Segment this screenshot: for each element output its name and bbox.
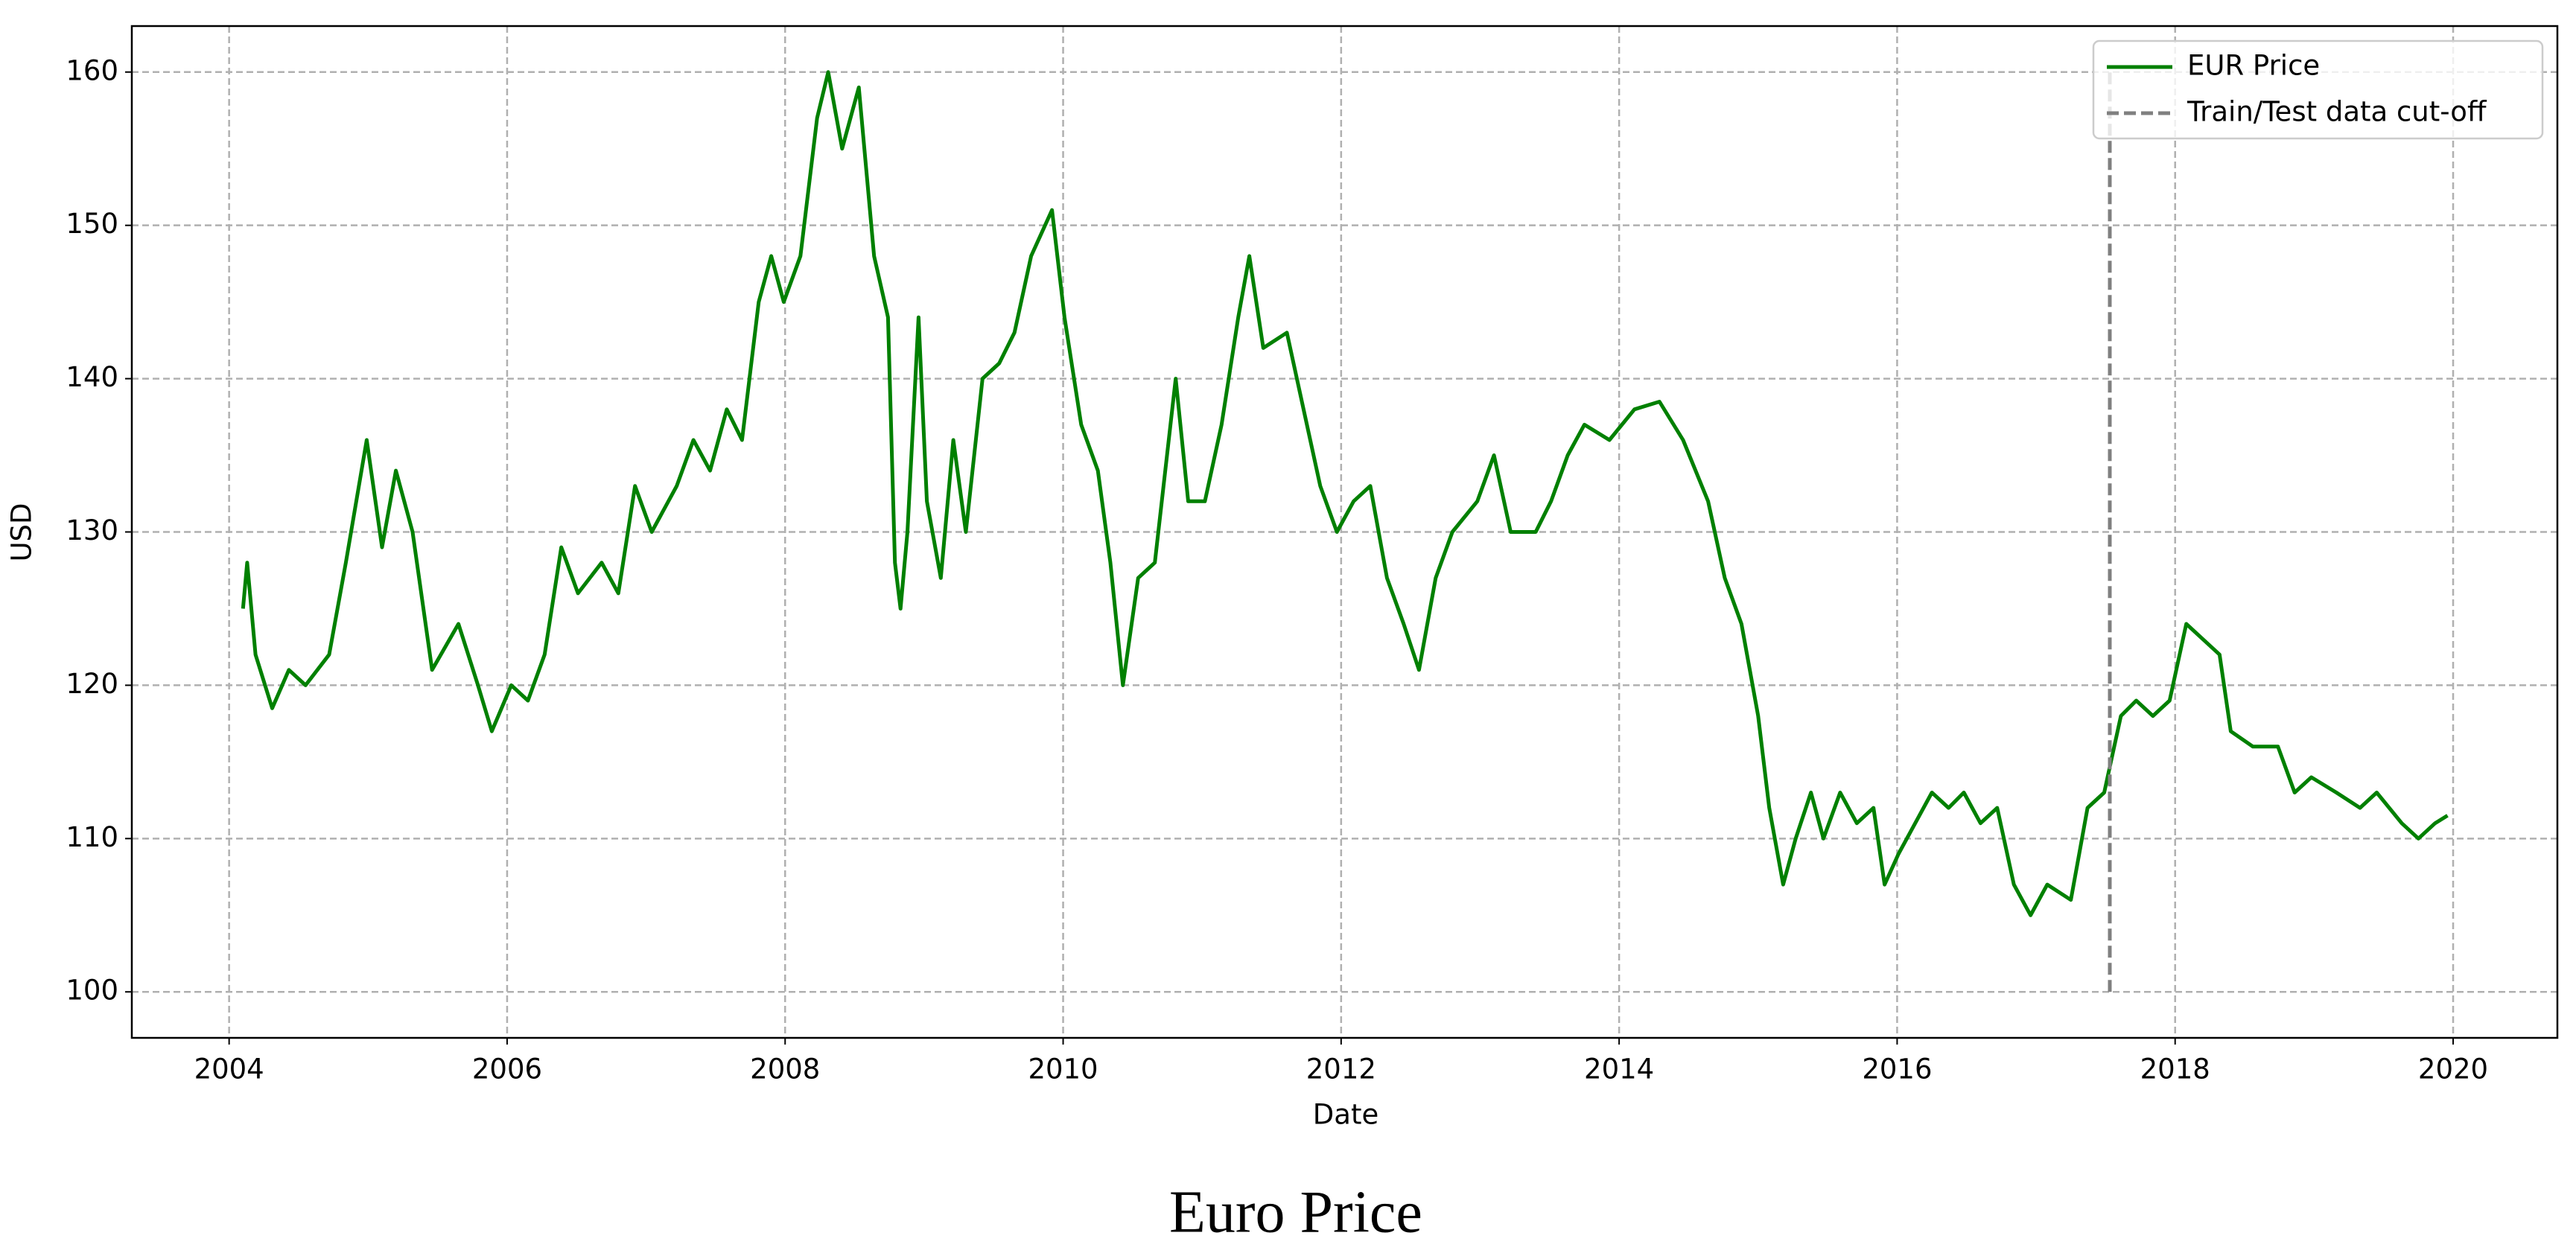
chart-title: Euro Price [1169,1179,1422,1245]
y-tick-label: 120 [66,668,118,700]
y-axis-label: USD [6,503,38,561]
x-tick-label: 2006 [472,1053,542,1086]
y-tick-label: 110 [66,821,118,853]
x-tick-label: 2020 [2418,1053,2488,1086]
y-tick-label: 160 [66,54,118,86]
data-line [241,70,2449,917]
legend: EUR Price Train/Test data cut-off [2092,39,2544,140]
legend-label: EUR Price [2187,50,2320,82]
x-tick-label: 2010 [1028,1053,1098,1086]
x-tick-label: 2008 [750,1053,820,1086]
y-tick-label: 150 [66,208,118,240]
y-tick-label: 100 [66,975,118,1007]
y-tick-label: 140 [66,361,118,393]
x-tick-label: 2016 [1862,1053,1932,1086]
x-tick-label: 2018 [2140,1053,2210,1086]
legend-label: Train/Test data cut-off [2187,96,2487,128]
x-tick-label: 2014 [1584,1053,1654,1086]
x-tick-label: 2012 [1306,1053,1376,1086]
plot-frame [130,25,2559,1039]
x-tick-label: 2004 [194,1053,264,1086]
y-tick-label: 130 [66,514,118,546]
x-axis-label: Date [1313,1099,1378,1131]
legend-box [2092,39,2544,140]
